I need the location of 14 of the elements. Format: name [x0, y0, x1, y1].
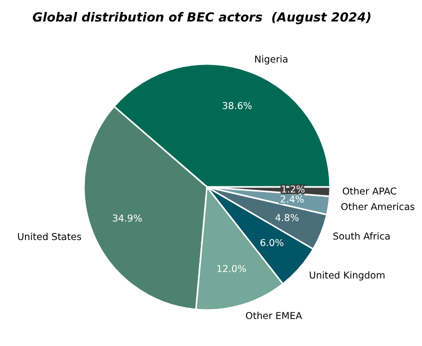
- slice-label: Nigeria: [254, 54, 288, 66]
- slice-label: Other APAC: [342, 186, 398, 198]
- data-label: 2.4%: [280, 194, 304, 206]
- chart-title: Global distribution of BEC actors (August 2024): [32, 10, 372, 24]
- data-label: 38.6%: [222, 100, 252, 112]
- slice-label: Other EMEA: [245, 311, 303, 322]
- data-label: 34.9%: [112, 214, 142, 225]
- slice-label: Other Americas: [340, 202, 415, 213]
- slice-label: United Kingdom: [308, 270, 386, 282]
- data-label: 4.8%: [274, 213, 300, 224]
- slice-label: South Africa: [332, 231, 391, 242]
- data-label: 6.0%: [260, 238, 284, 250]
- data-label: 12.0%: [216, 264, 247, 276]
- slice-label: United States: [17, 232, 82, 244]
